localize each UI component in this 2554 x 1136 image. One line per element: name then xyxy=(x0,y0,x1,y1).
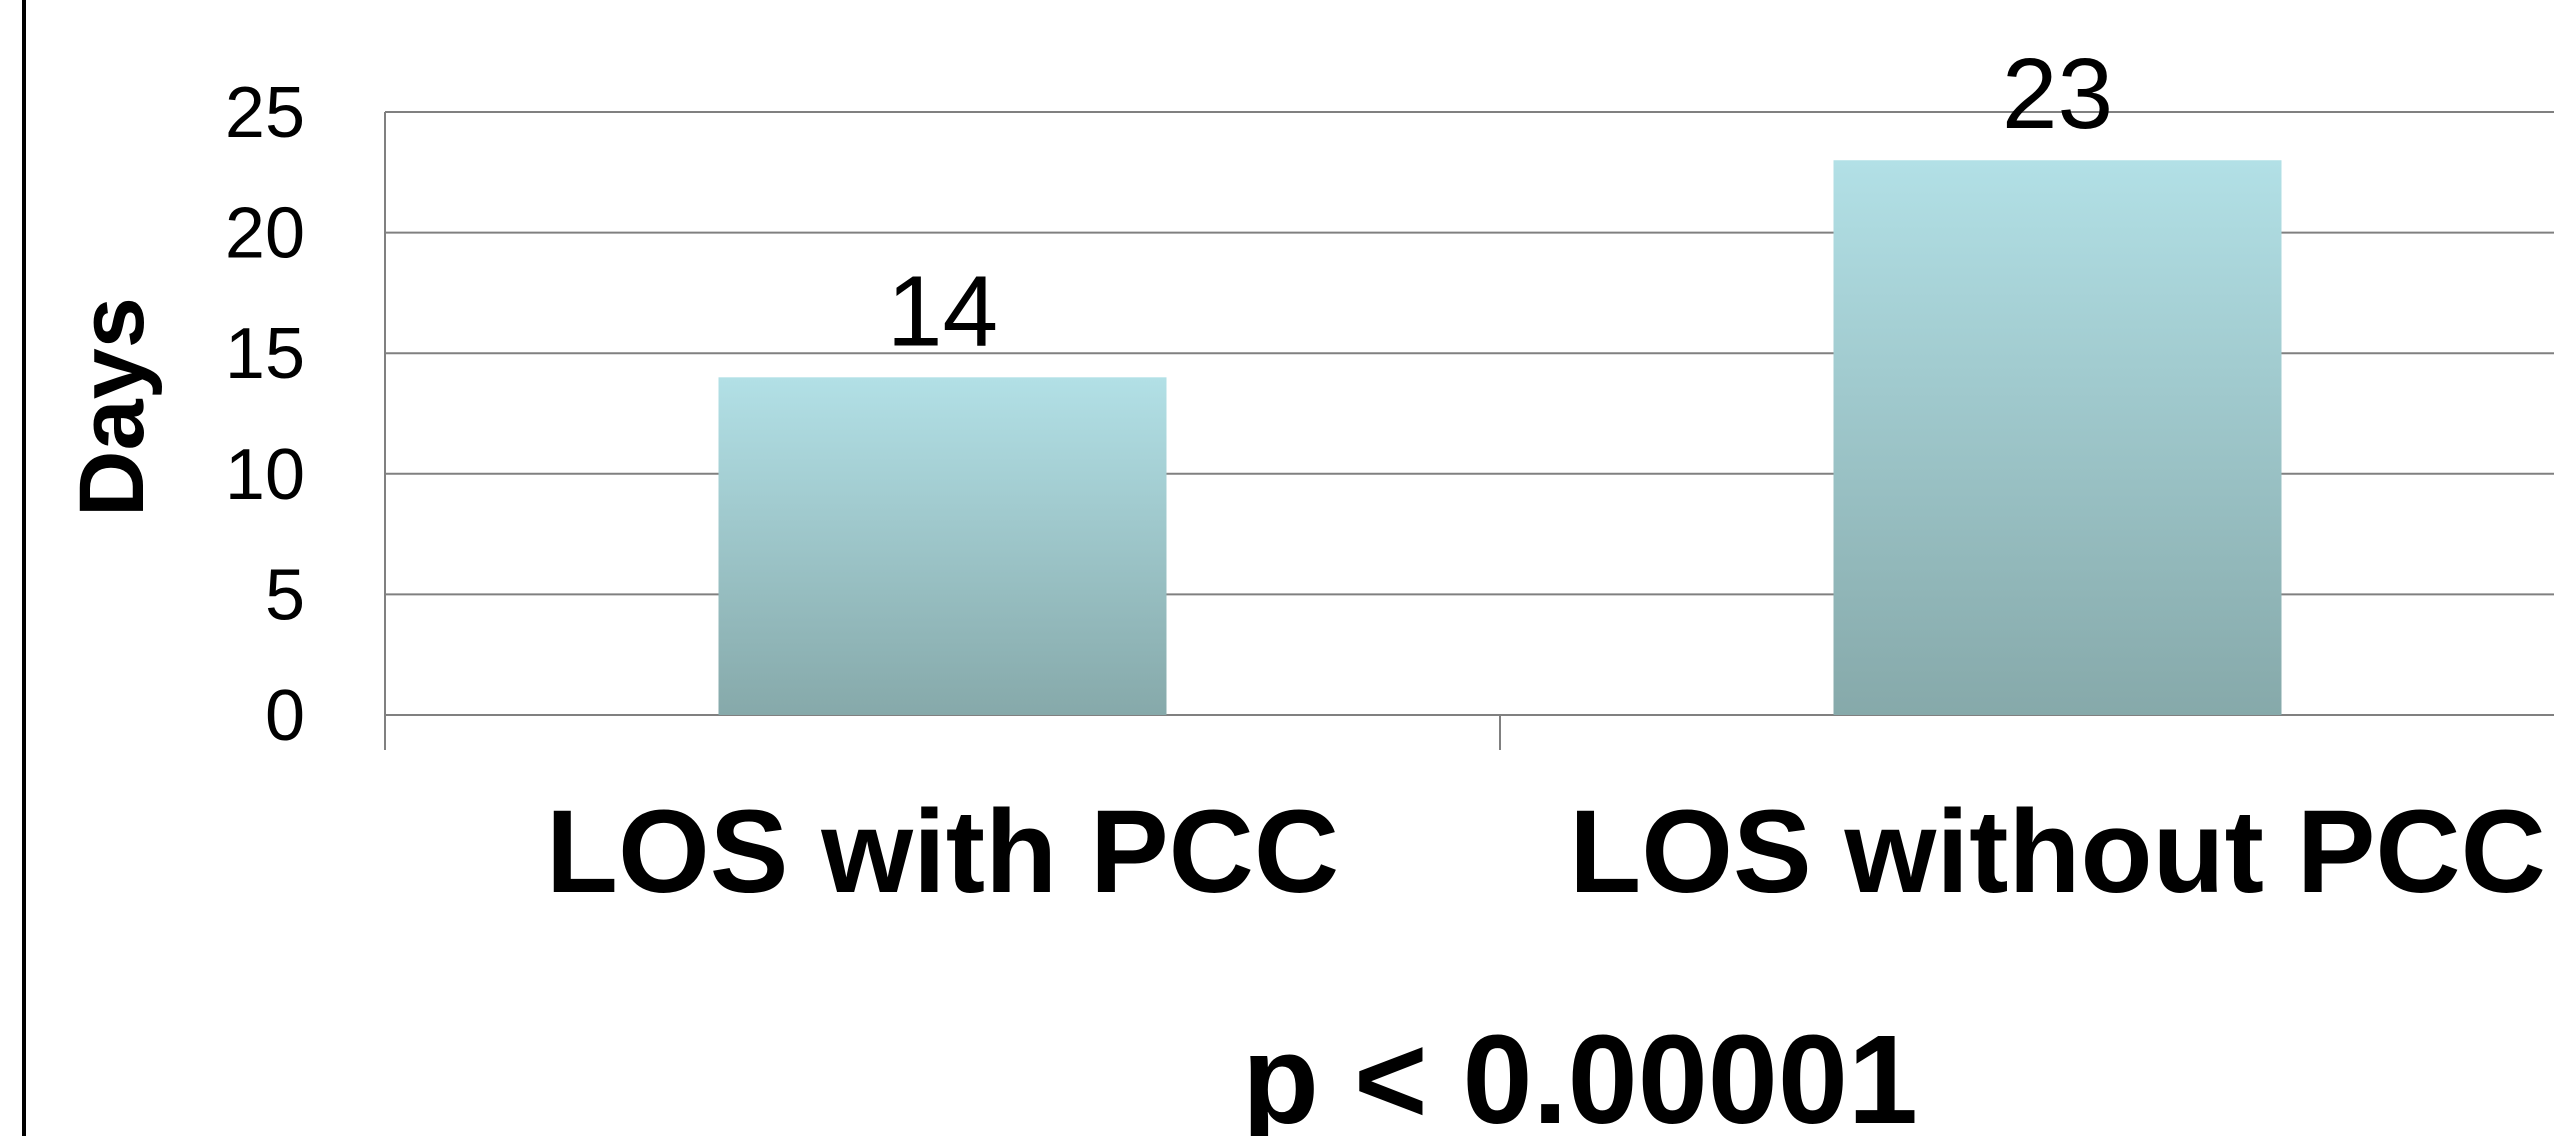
bar-2 xyxy=(1833,160,2282,716)
category-labels: LOS with PCC LOS without PCC xyxy=(546,786,2546,918)
category-label-1: LOS with PCC xyxy=(546,786,1339,918)
y-tick-label: 15 xyxy=(225,314,305,394)
category-label-2: LOS without PCC xyxy=(1569,786,2546,918)
y-tick-label: 20 xyxy=(225,194,305,274)
y-tick-labels: 0 5 10 15 20 25 xyxy=(225,73,305,756)
data-labels: 14 23 xyxy=(887,38,2113,367)
y-tick-label: 0 xyxy=(265,676,305,756)
y-tick-label: 25 xyxy=(225,73,305,153)
bar-1 xyxy=(718,377,1167,715)
left-border-line xyxy=(22,0,26,1136)
y-tick-label: 10 xyxy=(225,435,305,515)
data-label-2: 23 xyxy=(2002,38,2113,150)
y-tick-label: 5 xyxy=(265,555,305,635)
y-axis-label: Days xyxy=(61,297,163,517)
bars xyxy=(718,160,2282,716)
p-value-annotation: p < 0.00001 xyxy=(1242,1009,1918,1136)
data-label-1: 14 xyxy=(887,255,998,367)
